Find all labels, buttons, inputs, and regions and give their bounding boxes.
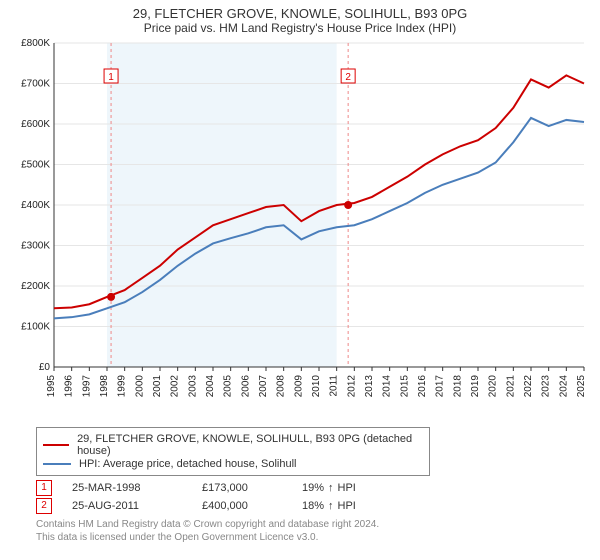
svg-text:£100K: £100K (21, 322, 50, 333)
event-pct: 19% ↑ HPI (302, 482, 356, 494)
legend-label: HPI: Average price, detached house, Soli… (79, 458, 297, 470)
event-row: 2 25-AUG-2011 £400,000 18% ↑ HPI (36, 498, 588, 514)
svg-text:2017: 2017 (435, 375, 446, 398)
svg-text:1996: 1996 (64, 375, 75, 398)
event-price: £173,000 (202, 482, 282, 494)
svg-text:£600K: £600K (21, 119, 50, 130)
svg-text:2004: 2004 (205, 375, 216, 398)
attribution: Contains HM Land Registry data © Crown c… (36, 518, 588, 544)
svg-text:2014: 2014 (382, 375, 393, 398)
event-date: 25-MAR-1998 (72, 482, 182, 494)
legend-swatch (43, 463, 71, 465)
svg-text:2000: 2000 (134, 375, 145, 398)
svg-text:2010: 2010 (311, 375, 322, 398)
legend-item: HPI: Average price, detached house, Soli… (43, 458, 423, 470)
event-pct: 18% ↑ HPI (302, 500, 356, 512)
event-price: £400,000 (202, 500, 282, 512)
svg-text:2018: 2018 (452, 375, 463, 398)
attribution-line: Contains HM Land Registry data © Crown c… (36, 518, 588, 531)
svg-text:1: 1 (108, 72, 114, 83)
svg-text:2003: 2003 (187, 375, 198, 398)
legend-label: 29, FLETCHER GROVE, KNOWLE, SOLIHULL, B9… (77, 433, 423, 457)
event-date: 25-AUG-2011 (72, 500, 182, 512)
svg-text:2021: 2021 (505, 375, 516, 398)
legend: 29, FLETCHER GROVE, KNOWLE, SOLIHULL, B9… (36, 427, 430, 476)
svg-text:£0: £0 (39, 362, 51, 373)
svg-text:2022: 2022 (523, 375, 534, 398)
attribution-line: This data is licensed under the Open Gov… (36, 531, 588, 544)
event-marker: 2 (36, 498, 52, 514)
svg-text:2012: 2012 (346, 375, 357, 398)
svg-text:1997: 1997 (81, 375, 92, 398)
svg-text:2008: 2008 (276, 375, 287, 398)
legend-swatch (43, 444, 69, 446)
svg-text:£700K: £700K (21, 79, 50, 90)
svg-text:2: 2 (345, 72, 351, 83)
svg-text:£500K: £500K (21, 160, 50, 171)
svg-text:2013: 2013 (364, 375, 375, 398)
svg-text:2011: 2011 (329, 375, 340, 397)
svg-text:£800K: £800K (21, 39, 50, 49)
svg-text:2007: 2007 (258, 375, 269, 398)
svg-text:1995: 1995 (46, 375, 57, 398)
svg-text:1998: 1998 (99, 375, 110, 398)
svg-text:2001: 2001 (152, 375, 163, 398)
legend-item: 29, FLETCHER GROVE, KNOWLE, SOLIHULL, B9… (43, 433, 423, 457)
svg-text:2023: 2023 (541, 375, 552, 398)
svg-text:£400K: £400K (21, 200, 50, 211)
event-marker: 1 (36, 480, 52, 496)
price-chart: £0 £100K £200K £300K £400K £500K £600K £700K £80… (8, 39, 592, 421)
svg-text:2006: 2006 (240, 375, 251, 398)
svg-text:2019: 2019 (470, 375, 481, 398)
svg-text:2015: 2015 (399, 375, 410, 398)
transaction-events: 1 25-MAR-1998 £173,000 19% ↑ HPI 2 25-AUG… (36, 480, 588, 514)
svg-text:2020: 2020 (488, 375, 499, 398)
event-row: 1 25-MAR-1998 £173,000 19% ↑ HPI (36, 480, 588, 496)
svg-text:£200K: £200K (21, 281, 50, 292)
svg-text:2025: 2025 (576, 375, 587, 398)
svg-text:1999: 1999 (117, 375, 128, 398)
svg-text:2009: 2009 (293, 375, 304, 398)
svg-text:2024: 2024 (558, 375, 569, 398)
svg-text:2005: 2005 (223, 375, 234, 398)
svg-text:£300K: £300K (21, 241, 50, 252)
svg-text:2002: 2002 (170, 375, 181, 398)
chart-subtitle: Price paid vs. HM Land Registry's House … (8, 21, 592, 35)
arrow-up-icon: ↑ (328, 500, 334, 512)
svg-text:2016: 2016 (417, 375, 428, 398)
chart-title: 29, FLETCHER GROVE, KNOWLE, SOLIHULL, B9… (8, 6, 592, 21)
arrow-up-icon: ↑ (328, 482, 334, 494)
